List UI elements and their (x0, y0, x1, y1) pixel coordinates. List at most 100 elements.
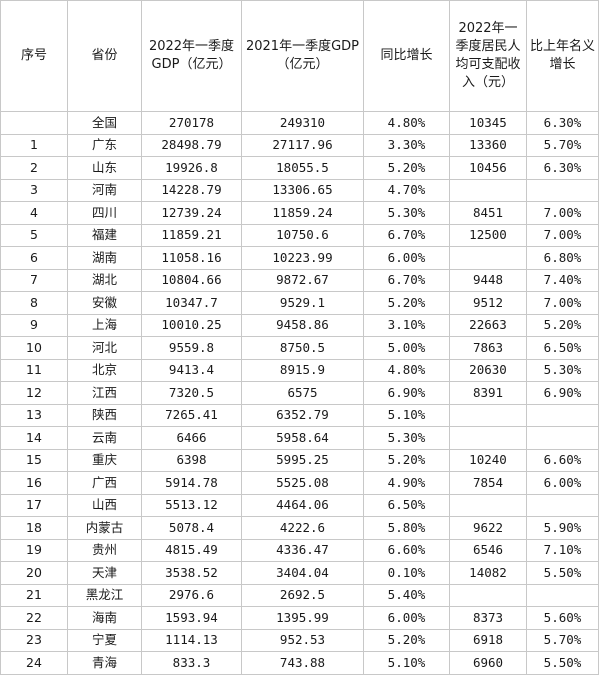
cell-province: 上海 (67, 313, 142, 337)
cell-seq: 9 (0, 313, 68, 337)
cell-gdp-2022: 11058.16 (141, 246, 242, 270)
cell-gdp-2022: 19926.8 (141, 156, 242, 180)
cell-income-growth: 5.20% (526, 313, 599, 337)
cell-income: 22663 (449, 313, 527, 337)
cell-income-growth: 6.60% (526, 448, 599, 472)
cell-income: 10240 (449, 448, 527, 472)
cell-income-growth: 7.00% (526, 223, 599, 247)
cell-seq: 15 (0, 448, 68, 472)
cell-province: 安徽 (67, 291, 142, 315)
cell-gdp-2021: 4464.06 (241, 493, 364, 517)
table-row: 16 广西 5914.78 5525.08 4.90% 7854 6.00% (0, 471, 599, 495)
cell-growth: 5.20% (363, 628, 450, 652)
cell-income: 8373 (449, 606, 527, 630)
cell-gdp-2021: 27117.96 (241, 133, 364, 157)
cell-province: 广东 (67, 133, 142, 157)
cell-income: 14082 (449, 561, 527, 585)
cell-gdp-2022: 270178 (141, 111, 242, 135)
cell-income-growth (526, 403, 599, 427)
cell-income: 6960 (449, 651, 527, 675)
cell-growth: 5.20% (363, 156, 450, 180)
cell-growth: 6.60% (363, 538, 450, 562)
cell-income-growth: 6.80% (526, 246, 599, 270)
cell-income-growth (526, 426, 599, 450)
cell-seq: 12 (0, 381, 68, 405)
cell-income-growth: 5.50% (526, 651, 599, 675)
cell-income: 9622 (449, 516, 527, 540)
cell-gdp-2021: 3404.04 (241, 561, 364, 585)
table-row: 12 江西 7320.5 6575 6.90% 8391 6.90% (0, 381, 599, 405)
cell-seq: 13 (0, 403, 68, 427)
cell-income-growth: 6.90% (526, 381, 599, 405)
cell-income (449, 426, 527, 450)
cell-gdp-2021: 6352.79 (241, 403, 364, 427)
cell-growth: 0.10% (363, 561, 450, 585)
cell-province: 广西 (67, 471, 142, 495)
cell-income: 7863 (449, 336, 527, 360)
table-row: 2 山东 19926.8 18055.5 5.20% 10456 6.30% (0, 156, 599, 180)
cell-gdp-2022: 11859.21 (141, 223, 242, 247)
cell-gdp-2022: 28498.79 (141, 133, 242, 157)
cell-growth: 5.10% (363, 403, 450, 427)
cell-seq: 1 (0, 133, 68, 157)
cell-province: 江西 (67, 381, 142, 405)
cell-province: 宁夏 (67, 628, 142, 652)
cell-seq: 14 (0, 426, 68, 450)
cell-gdp-2021: 952.53 (241, 628, 364, 652)
cell-income-growth: 7.00% (526, 291, 599, 315)
cell-seq: 20 (0, 561, 68, 585)
table-row: 21 黑龙江 2976.6 2692.5 5.40% (0, 583, 599, 607)
cell-gdp-2022: 9413.4 (141, 358, 242, 382)
table-row: 1 广东 28498.79 27117.96 3.30% 13360 5.70% (0, 133, 599, 157)
cell-gdp-2022: 5914.78 (141, 471, 242, 495)
cell-growth: 5.10% (363, 651, 450, 675)
cell-growth: 3.10% (363, 313, 450, 337)
cell-income: 9448 (449, 268, 527, 292)
cell-gdp-2022: 1114.13 (141, 628, 242, 652)
cell-income: 9512 (449, 291, 527, 315)
cell-growth: 5.80% (363, 516, 450, 540)
cell-seq: 4 (0, 201, 68, 225)
cell-gdp-2022: 12739.24 (141, 201, 242, 225)
cell-gdp-2022: 3538.52 (141, 561, 242, 585)
table-row: 3 河南 14228.79 13306.65 4.70% (0, 178, 599, 202)
cell-income (449, 583, 527, 607)
cell-gdp-2022: 10347.7 (141, 291, 242, 315)
cell-province: 河南 (67, 178, 142, 202)
table-row: 9 上海 10010.25 9458.86 3.10% 22663 5.20% (0, 313, 599, 337)
cell-income: 10456 (449, 156, 527, 180)
cell-gdp-2022: 7320.5 (141, 381, 242, 405)
cell-province: 山西 (67, 493, 142, 517)
cell-gdp-2022: 14228.79 (141, 178, 242, 202)
cell-province: 湖北 (67, 268, 142, 292)
cell-income: 13360 (449, 133, 527, 157)
cell-gdp-2021: 9872.67 (241, 268, 364, 292)
cell-income-growth: 5.90% (526, 516, 599, 540)
cell-province: 重庆 (67, 448, 142, 472)
cell-growth: 6.50% (363, 493, 450, 517)
cell-income-growth: 6.30% (526, 156, 599, 180)
table-row: 19 贵州 4815.49 4336.47 6.60% 6546 7.10% (0, 538, 599, 562)
cell-income: 10345 (449, 111, 527, 135)
cell-gdp-2021: 2692.5 (241, 583, 364, 607)
cell-gdp-2021: 5958.64 (241, 426, 364, 450)
cell-gdp-2021: 4222.6 (241, 516, 364, 540)
cell-income-growth: 5.70% (526, 133, 599, 157)
cell-seq: 6 (0, 246, 68, 270)
cell-seq: 3 (0, 178, 68, 202)
cell-province: 黑龙江 (67, 583, 142, 607)
cell-growth: 4.80% (363, 111, 450, 135)
table-row: 10 河北 9559.8 8750.5 5.00% 7863 6.50% (0, 336, 599, 360)
header-gdp-2021: 2021年一季度GDP（亿元） (241, 0, 364, 112)
cell-income-growth (526, 583, 599, 607)
header-seq: 序号 (0, 0, 68, 112)
cell-province: 福建 (67, 223, 142, 247)
cell-growth: 5.30% (363, 201, 450, 225)
cell-seq: 8 (0, 291, 68, 315)
cell-income: 6546 (449, 538, 527, 562)
cell-gdp-2022: 6398 (141, 448, 242, 472)
cell-income-growth: 7.00% (526, 201, 599, 225)
table-row: 22 海南 1593.94 1395.99 6.00% 8373 5.60% (0, 606, 599, 630)
table-row: 15 重庆 6398 5995.25 5.20% 10240 6.60% (0, 448, 599, 472)
